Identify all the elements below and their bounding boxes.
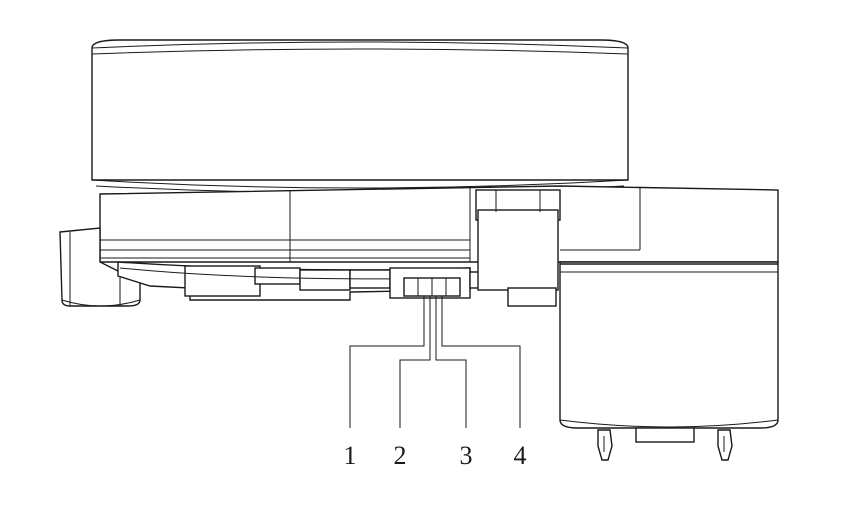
- underside-plate: [117, 261, 471, 301]
- motor-terminals: [597, 429, 733, 461]
- pin-leader-lines: [349, 296, 521, 428]
- rotating-head: [91, 39, 629, 194]
- pin-label-3: 3: [460, 441, 473, 470]
- left-mounting-bracket: [59, 227, 141, 307]
- pin-label-1: 1: [344, 441, 357, 470]
- pin-label-2: 2: [394, 441, 407, 470]
- pin-labels: 1 2 3 4: [344, 441, 527, 470]
- base-housing: [99, 185, 779, 263]
- motor-cylinder: [559, 261, 779, 443]
- pin-label-4: 4: [514, 441, 527, 470]
- drive-pillar: [475, 189, 561, 307]
- connector: [389, 267, 501, 299]
